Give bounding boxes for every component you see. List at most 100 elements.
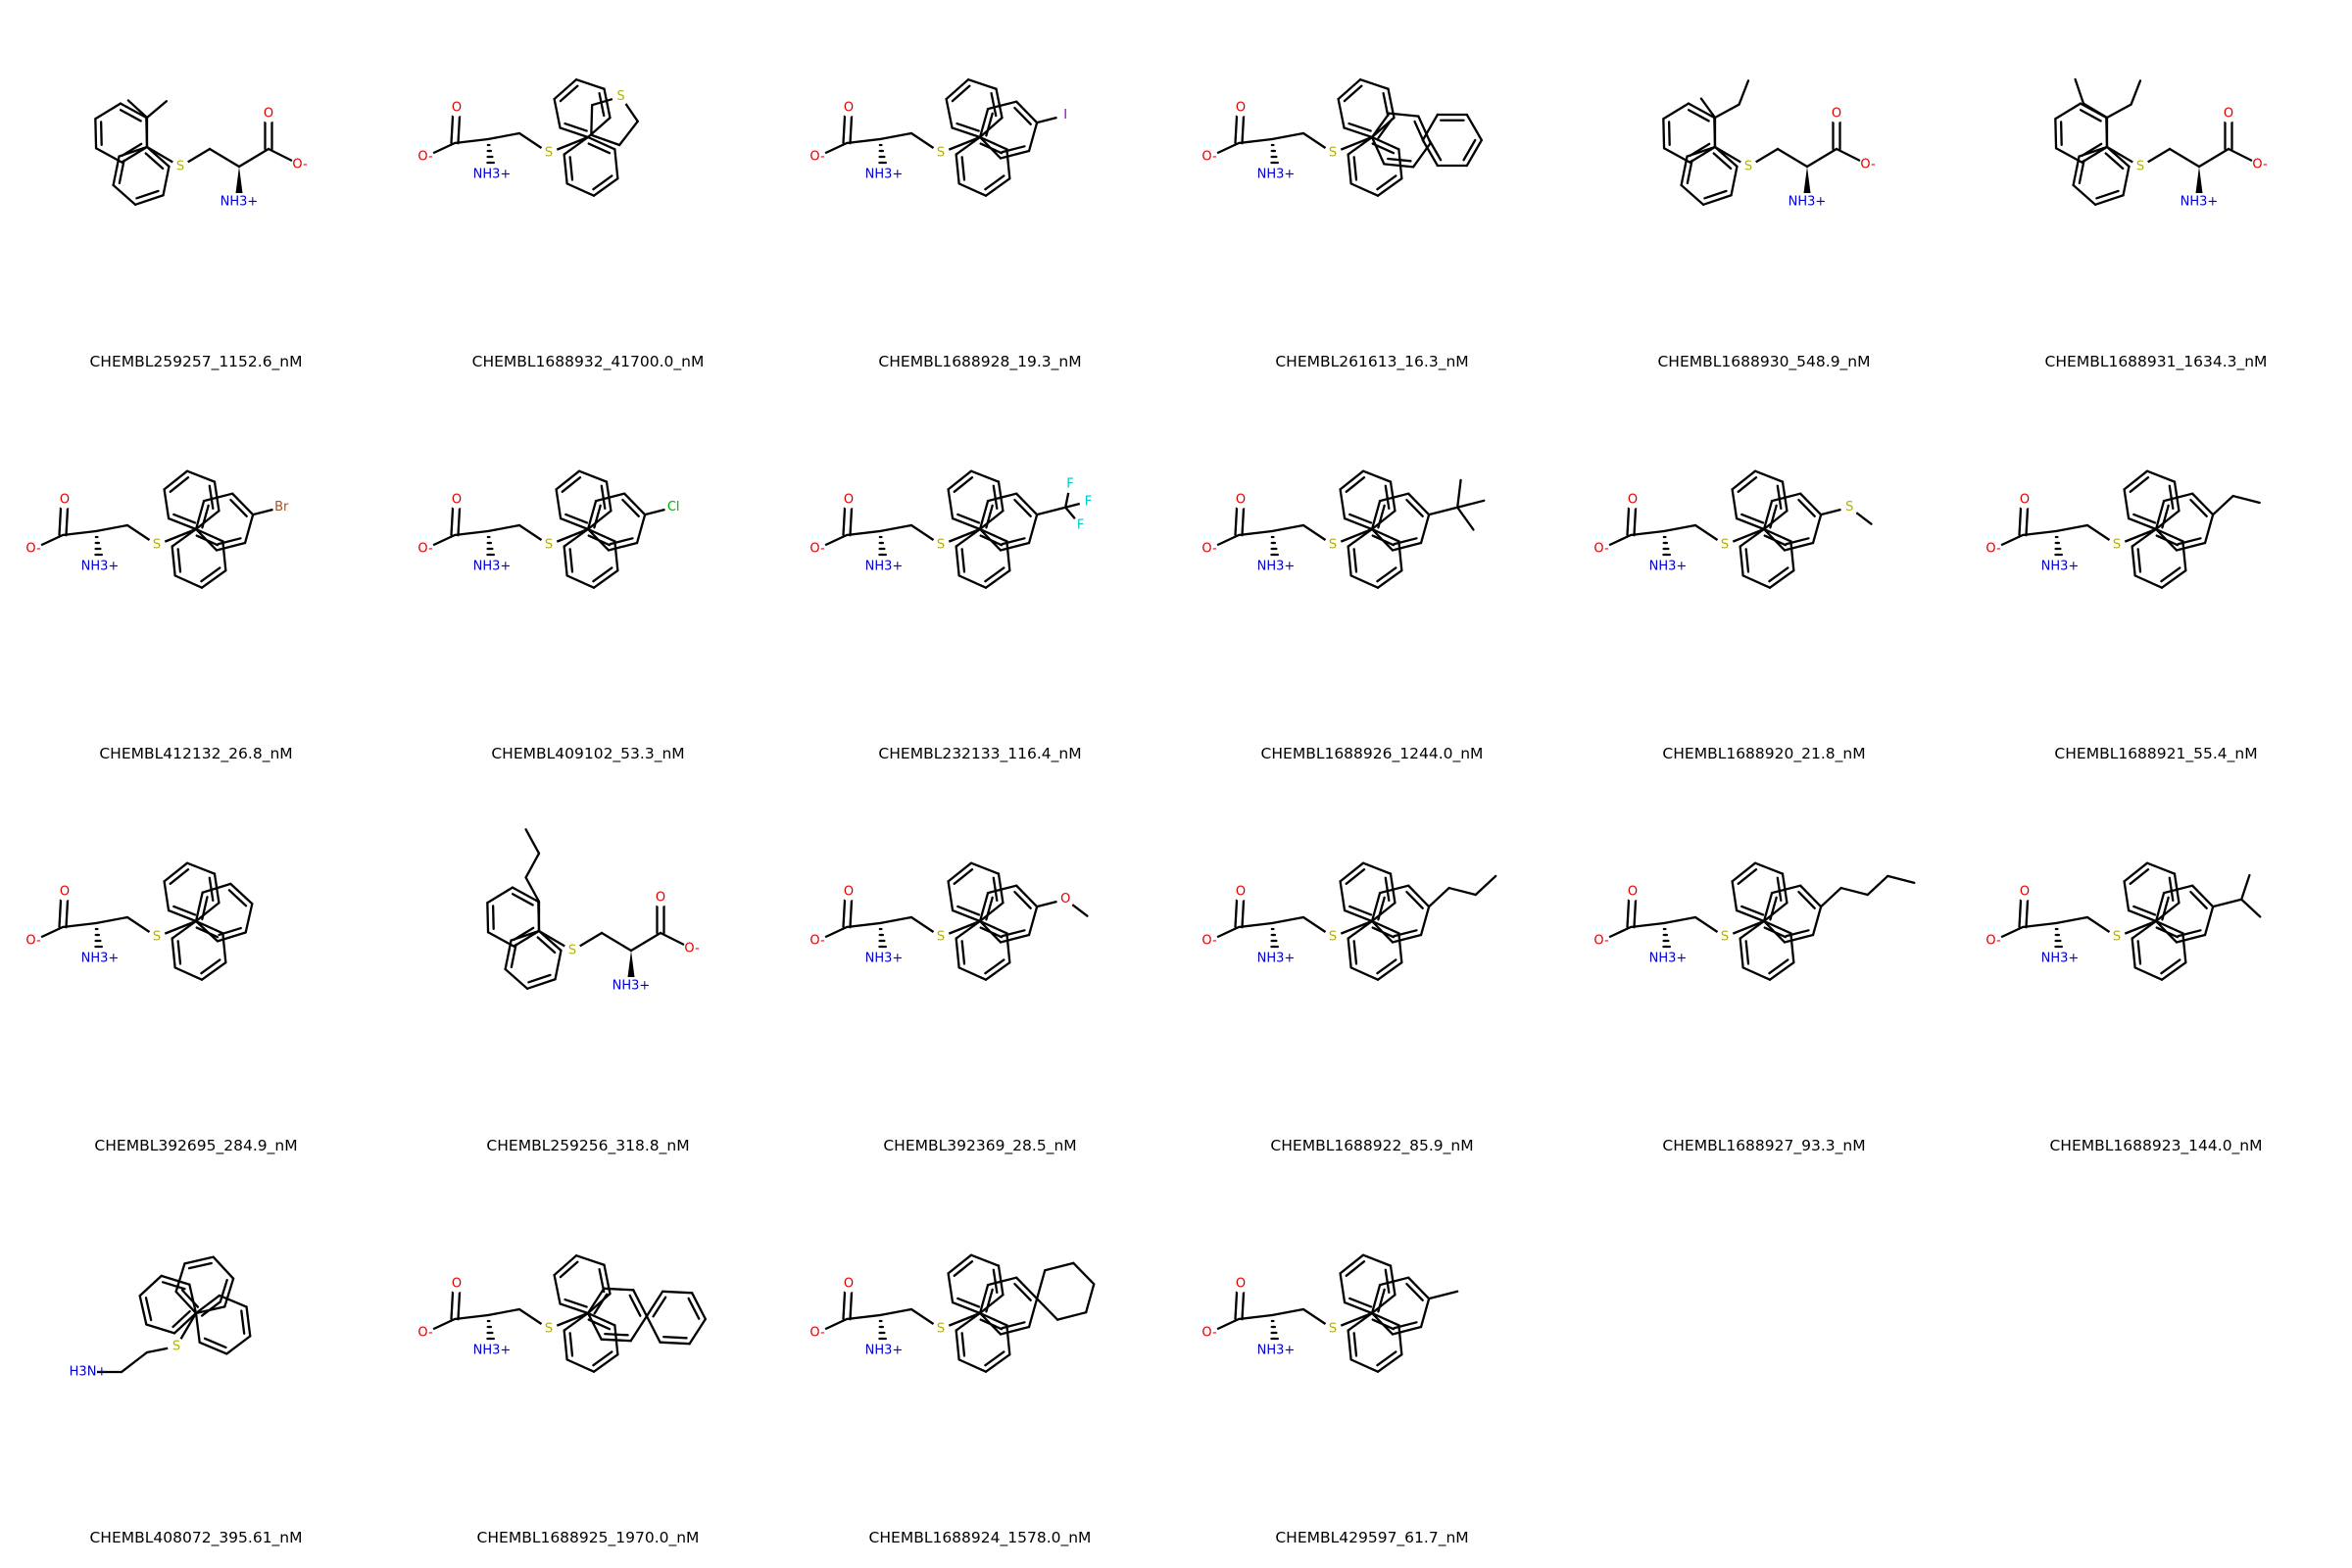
- molecule-label: CHEMBL1688921_55.4_nM: [2054, 745, 2258, 762]
- phenyl-ring-bottom-inner-bond: [592, 566, 613, 583]
- phenyl-ring-top-bond: [1361, 469, 1393, 483]
- phenyl-ring-bottom-bond: [1701, 194, 1733, 206]
- biphenyl-ring-2-inner-bond: [662, 1336, 688, 1340]
- phenyl-ring-top-bond: [2173, 872, 2180, 905]
- sulfur-atom: S: [2113, 930, 2121, 945]
- ch2-ca-bond: [1662, 523, 1697, 533]
- molecule-cell: S O O- NH3+ CHEMBL259257_1152.6_nM: [0, 0, 392, 392]
- phenyl-ring-bottom-bond: [2093, 194, 2125, 206]
- phenyl-ring-right-bond: [194, 1294, 221, 1315]
- phenyl-ring-bottom-bond: [2160, 569, 2187, 589]
- thiophene-bond: [590, 104, 594, 136]
- aryl-ring-bond: [978, 499, 990, 531]
- ammonium-atom: NH3+: [1257, 1344, 1296, 1358]
- oxygen-atom: O: [844, 1277, 854, 1292]
- phenyl-ring-top-bond: [1753, 861, 1785, 875]
- molecule-structure: S O O- NH3+: [1200, 861, 1497, 981]
- aryl-ring-inner-bond: [1797, 498, 1816, 517]
- molecule-cell: S O O- NH3+ CHEMBL1688926_1244.0_nM: [1176, 392, 1568, 784]
- cl-atom-mask: [664, 498, 683, 516]
- phenyl-ring-left-bond: [138, 1274, 163, 1298]
- carboxylate-oxygen-atom: O-: [1985, 542, 2001, 557]
- phenyl-ring-top-bond: [969, 1253, 1001, 1267]
- cl-atom: Cl: [667, 500, 680, 514]
- aryl-ring-bond: [1762, 919, 1787, 944]
- phenyl-ring-top-inner-bond: [1740, 513, 1765, 524]
- phenyl-ring-bottom-inner-bond: [1352, 940, 1358, 965]
- phenyl-ring-bottom-bond: [1370, 527, 1400, 543]
- phenyl-ring-bottom-bond: [1347, 919, 1374, 940]
- phenyl-ring-left-bond: [1662, 118, 1666, 150]
- ammonium-atom-mask: [483, 166, 501, 183]
- phenyl-ring-bottom-bond: [2131, 545, 2136, 577]
- oxygen-atom-mask: [2220, 105, 2237, 122]
- phenyl-ring-bottom-inner-bond: [1376, 1350, 1397, 1367]
- aryl-ring-bond: [1027, 1298, 1039, 1329]
- ammonium-atom: NH3+: [612, 979, 651, 994]
- phenyl-ring-bottom-bond: [955, 1311, 982, 1332]
- phenyl-ring-top-bond: [605, 480, 612, 513]
- oxygen-atom-mask: [840, 99, 858, 117]
- aryl-ring-bond: [1770, 884, 1802, 895]
- phenyl-ring-bottom-bond: [173, 966, 204, 981]
- phenyl-ring-right-inner-bond: [240, 1309, 246, 1335]
- aryl-ring-bond: [986, 884, 1018, 895]
- phenyl-ring-left-bond: [2054, 102, 2082, 121]
- phenyl-ring-bottom-bond: [1789, 932, 1795, 964]
- phenyl-ring-top-bond: [1753, 469, 1785, 483]
- aryl-ring-bond: [1783, 541, 1815, 552]
- phenyl-ring-top-bond: [163, 469, 189, 491]
- ch2-ca-bond: [1270, 1307, 1305, 1317]
- sulfur-atom: S: [616, 89, 624, 104]
- phenyl-ring-bottom-bond: [2154, 527, 2184, 543]
- aryl-ring-inner-bond: [1405, 498, 1424, 517]
- molecule-structure: S S O O- NH3+: [1592, 469, 1873, 589]
- phenyl-ring-bottom-bond: [1349, 574, 1380, 589]
- sulfur-atom: S: [1721, 538, 1729, 553]
- sulfur-atom: S: [1329, 538, 1337, 553]
- phenyl-ring-bottom-inner-bond: [568, 548, 574, 573]
- naphthalene-ring-2-bond: [1421, 113, 1440, 142]
- phenyl-ring-bottom-bond: [1397, 1324, 1403, 1356]
- molecule-label: CHEMBL1688932_41700.0_nM: [471, 353, 705, 370]
- phenyl-ring-top-bond: [1339, 488, 1347, 520]
- phenyl-ring-top-inner-bond: [1740, 905, 1765, 916]
- phenyl-ring-bottom-inner-bond: [536, 936, 557, 955]
- phenyl-ring-bottom-bond: [955, 527, 982, 548]
- phenyl-ring-bottom-bond: [2133, 966, 2164, 981]
- phenyl-ring-bottom-bond: [984, 961, 1011, 981]
- carboxylate-oxygen-atom: O-: [809, 150, 825, 165]
- phenyl-ring-bottom-bond: [1739, 545, 1744, 577]
- sulfur-atom-mask: [932, 928, 950, 946]
- phenyl-ring-bottom-bond: [978, 135, 1008, 151]
- ammonium-atom-mask: [875, 558, 893, 575]
- methyl-bond: [1456, 478, 1462, 509]
- phenyl-ring-bottom-bond: [1347, 545, 1352, 577]
- oxygen-atom-mask: [1232, 1275, 1250, 1293]
- oxygen-atom: O: [2224, 107, 2233, 122]
- aryl-ring-inner-bond: [1769, 896, 1778, 921]
- ethyl-bond: [2082, 102, 2109, 120]
- molecule-cell: S H3N+ CHEMBL408072_395.61_nM: [0, 1176, 392, 1568]
- phenyl-ring-bottom-inner-bond: [1712, 152, 1733, 171]
- aryl-ring-bond: [978, 135, 1003, 160]
- cyclohexyl-ring-bond: [1044, 1261, 1075, 1272]
- phenyl-ring-right-bond: [245, 1305, 252, 1338]
- sulfur-atom-mask: [148, 536, 166, 554]
- ca-c-bond: [845, 921, 882, 929]
- phenyl-ring-left-bond: [94, 102, 122, 121]
- phenyl-ring-right-bond: [194, 1311, 201, 1344]
- carboxylate-oxygen-atom-mask: [1200, 540, 1218, 558]
- tbu-bond: [1427, 506, 1459, 516]
- aryl-ring-bond: [986, 100, 1018, 111]
- phenyl-ring-top-inner-bond: [219, 1279, 228, 1303]
- molecule-label: CHEMBL261613_16.3_nM: [1275, 353, 1469, 370]
- carboxylate-oxygen-atom: O-: [809, 934, 825, 949]
- aryl-ring-bond: [999, 933, 1031, 944]
- phenyl-ring-top-bond: [194, 902, 220, 923]
- methyl-bond: [126, 99, 149, 120]
- phenyl-ring-left-bond: [188, 1283, 198, 1315]
- ca-c-bond: [2021, 529, 2058, 537]
- carboxylate-oxygen-atom: O-: [417, 1326, 433, 1341]
- phenyl-ring-bottom-bond: [955, 937, 960, 969]
